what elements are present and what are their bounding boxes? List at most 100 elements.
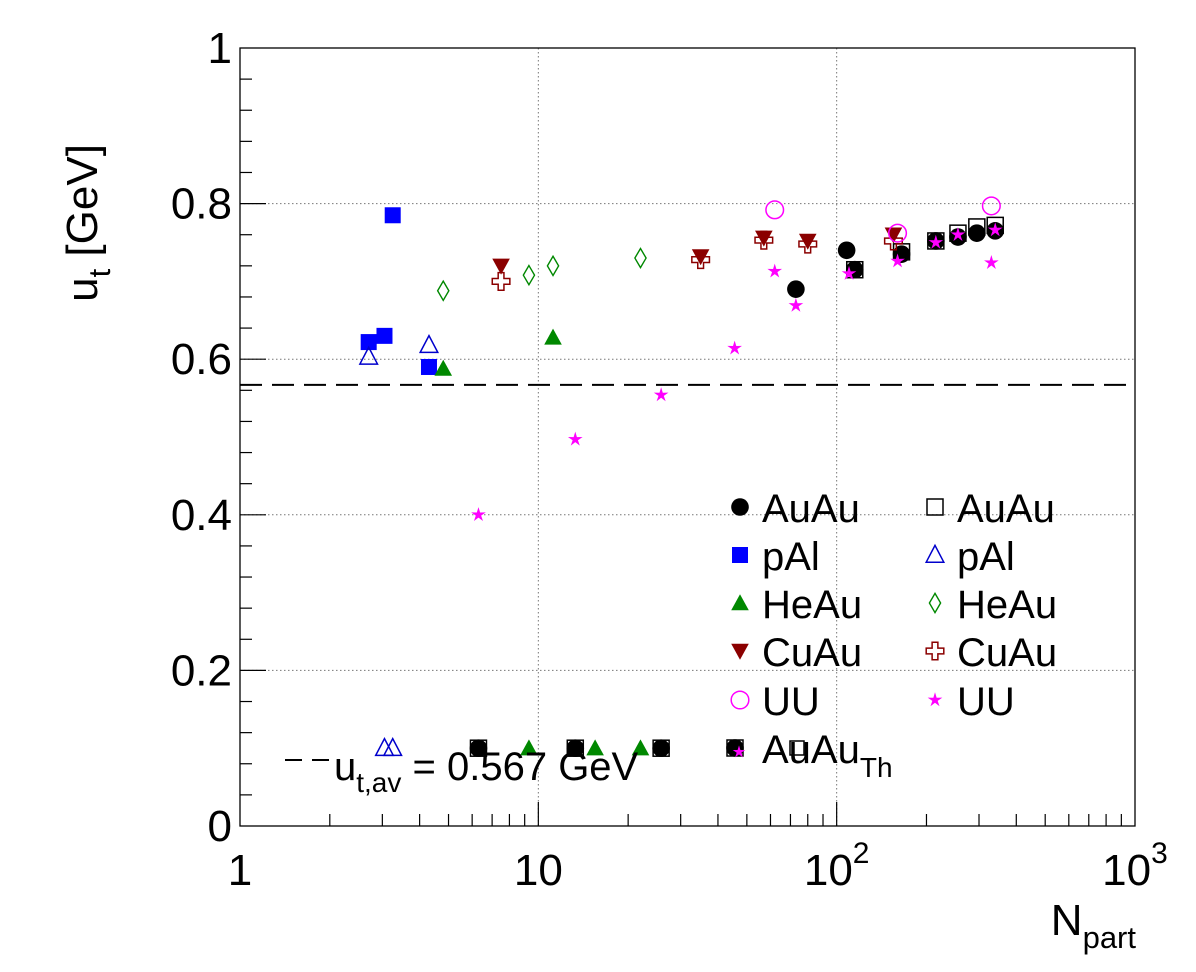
data-point [566, 739, 585, 757]
data-point [546, 254, 560, 277]
data-points [358, 196, 1005, 522]
y-tick-label: 0.6 [171, 335, 232, 384]
data-point [726, 739, 744, 757]
data-point [984, 255, 999, 269]
x-tick-label: 102 [804, 837, 870, 895]
x-tick-label: 103 [1102, 837, 1168, 895]
reference-line-legend: ut,av = 0.567 GeV [285, 745, 639, 798]
y-tick-label: 0.2 [171, 646, 232, 695]
data-point [968, 224, 986, 242]
data-point [841, 265, 857, 280]
legend-label: UU [957, 680, 1015, 724]
data-point [949, 224, 967, 242]
data-point [926, 498, 944, 516]
data-point [434, 359, 453, 376]
data-point [471, 507, 486, 522]
data-point [732, 745, 746, 758]
y-tick-label: 0 [208, 802, 232, 851]
reference-line-label: ut,av = 0.567 GeV [334, 745, 639, 798]
y-axis-label-sub: t [82, 268, 117, 277]
data-point [767, 263, 783, 278]
data-point [754, 230, 774, 250]
legend-label: AuAu [762, 487, 860, 531]
x-axis-label-sub: part [1083, 920, 1137, 955]
data-point [469, 739, 488, 757]
data-point [492, 258, 510, 275]
data-point [436, 279, 450, 302]
plot-frame [239, 47, 1136, 827]
x-axis-label: Npart [1051, 896, 1137, 955]
data-point [968, 218, 986, 236]
data-point [652, 739, 670, 757]
data-point [888, 223, 908, 243]
data-point [653, 387, 669, 402]
data-point [987, 222, 1003, 237]
data-point [846, 260, 864, 279]
data-point [925, 641, 945, 661]
data-point [731, 594, 749, 611]
data-point [691, 250, 711, 270]
data-point [566, 739, 585, 757]
data-point [586, 739, 604, 756]
legend-label: HeAu [762, 583, 862, 627]
data-point [420, 358, 437, 375]
legend-label-theory: AuAuTh [762, 728, 893, 783]
data-point [691, 249, 710, 266]
data-point [928, 234, 944, 249]
x-tick-label: 1 [228, 846, 252, 895]
data-point [382, 736, 403, 757]
data-point [883, 231, 903, 251]
legend-label: CuAu [762, 631, 862, 675]
data-point [384, 207, 401, 224]
data-point [928, 592, 942, 614]
data-point [798, 234, 818, 254]
x-tick-label: 10 [514, 846, 563, 895]
data-point [634, 247, 647, 270]
data-point [418, 333, 440, 354]
y-tick-label: 0.4 [171, 491, 232, 540]
legend-label: UU [762, 680, 820, 724]
data-point [376, 327, 393, 344]
data-point [950, 227, 966, 241]
legend-label: AuAu [957, 487, 1055, 531]
data-point [789, 740, 805, 756]
legend-label: CuAu [957, 631, 1057, 675]
data-point [837, 241, 856, 260]
grid-lines [240, 48, 1135, 826]
tick-labels: 0 0.2 0.4 0.6 0.8 1 1 10 102 103 [171, 24, 1168, 895]
data-point [765, 200, 785, 220]
data-point [544, 328, 562, 345]
data-point [567, 431, 583, 446]
annotation-markers [374, 736, 670, 757]
legend-label: pAl [762, 535, 820, 579]
y-tick-label: 1 [208, 24, 232, 73]
data-point [788, 297, 804, 312]
data-point [755, 230, 773, 247]
axis-ticks [240, 78, 1122, 826]
data-point [360, 334, 377, 351]
data-point [927, 232, 945, 250]
data-point [522, 264, 536, 287]
data-point [732, 547, 748, 563]
data-point [358, 345, 379, 365]
data-point [986, 216, 1004, 235]
data-point [730, 690, 750, 710]
data-point [924, 543, 946, 563]
data-point [731, 498, 749, 516]
y-tick-label: 0.8 [171, 180, 232, 229]
data-point [491, 271, 511, 291]
data-point [787, 280, 805, 298]
y-axis-label: ut [GeV] [58, 144, 117, 302]
data-point [469, 739, 488, 757]
legend-label: HeAu [957, 583, 1057, 627]
data-point [520, 739, 538, 756]
data-point [731, 643, 749, 660]
data-point [631, 739, 650, 756]
data-point [890, 253, 905, 268]
data-point [798, 233, 817, 250]
data-point [927, 692, 943, 707]
data-point [727, 340, 742, 355]
data-point [981, 196, 1001, 216]
